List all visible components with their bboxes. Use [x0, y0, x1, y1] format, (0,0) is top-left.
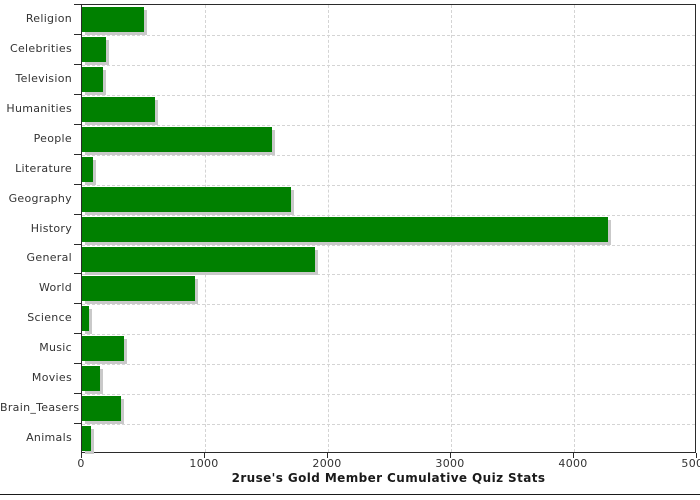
horizontal-gridline	[82, 124, 695, 126]
category-label: Geography	[8, 191, 72, 205]
bar-literature	[82, 156, 93, 182]
horizontal-gridline	[82, 334, 695, 336]
category-label: History	[30, 221, 72, 235]
y-tick	[74, 423, 81, 425]
category-label: Television	[15, 71, 72, 85]
x-tick	[450, 453, 451, 458]
horizontal-gridline	[82, 364, 695, 366]
chart-title: 2ruse's Gold Member Cumulative Quiz Stat…	[231, 471, 546, 485]
horizontal-gridline	[82, 394, 695, 396]
x-tick-label: 1000	[189, 457, 219, 470]
bar-brain_teasers	[82, 396, 122, 422]
y-tick	[74, 393, 81, 395]
y-tick	[74, 213, 81, 215]
category-label: Religion	[25, 12, 72, 25]
horizontal-gridline	[82, 34, 695, 36]
bar-movies	[82, 366, 100, 392]
y-tick	[74, 363, 81, 365]
horizontal-gridline	[82, 304, 695, 306]
horizontal-gridline	[82, 64, 695, 66]
y-tick	[74, 93, 81, 95]
bar-religion	[82, 7, 144, 32]
bar-music	[82, 336, 125, 362]
x-tick-label: 2000	[312, 457, 342, 470]
category-label: Literature	[15, 161, 72, 175]
y-tick	[74, 303, 81, 305]
bar-general	[82, 246, 315, 272]
bar-people	[82, 126, 272, 152]
horizontal-gridline	[82, 424, 695, 426]
y-tick	[74, 33, 81, 35]
bar-geography	[82, 186, 292, 212]
horizontal-gridline	[82, 214, 695, 216]
bar-history	[82, 216, 609, 242]
x-tick-label: 4000	[558, 457, 588, 470]
horizontal-gridline	[82, 274, 695, 276]
y-tick	[74, 183, 81, 185]
y-tick	[74, 333, 81, 335]
horizontal-gridline	[82, 154, 695, 156]
x-tick-label: 0	[77, 457, 85, 470]
y-tick	[74, 273, 81, 275]
y-tick	[74, 4, 81, 5]
x-tick	[81, 453, 82, 458]
x-tick-label: 5000	[681, 457, 700, 470]
horizontal-gridline	[82, 94, 695, 96]
horizontal-gridline	[82, 184, 695, 186]
bar-humanities	[82, 96, 156, 122]
x-tick	[327, 453, 328, 458]
category-label: Brain_Teasers	[0, 401, 80, 415]
category-label: People	[33, 131, 72, 145]
category-label: Celebrities	[9, 41, 72, 55]
x-tick	[696, 453, 697, 458]
category-label: Animals	[26, 431, 72, 444]
x-tick	[204, 453, 205, 458]
y-tick	[74, 63, 81, 65]
horizontal-gridline	[82, 244, 695, 246]
bottom-rule	[0, 494, 700, 495]
bar-animals	[82, 426, 92, 452]
bar-celebrities	[82, 36, 106, 62]
y-tick	[74, 153, 81, 155]
category-label: Movies	[31, 371, 72, 385]
y-tick	[74, 243, 81, 245]
x-tick-label: 3000	[435, 457, 465, 470]
bar-world	[82, 276, 195, 302]
category-label: Science	[27, 311, 72, 325]
category-label: Music	[39, 341, 72, 355]
plot-area	[81, 4, 696, 453]
x-tick	[573, 453, 574, 458]
category-label: Humanities	[6, 101, 72, 115]
bar-science	[82, 306, 90, 332]
bar-television	[82, 66, 103, 92]
category-label: World	[38, 281, 72, 295]
category-label: General	[26, 251, 72, 265]
y-tick	[74, 123, 81, 125]
